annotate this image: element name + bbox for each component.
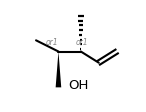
Text: OH: OH xyxy=(68,79,88,92)
Polygon shape xyxy=(56,52,61,87)
Text: or1: or1 xyxy=(76,38,88,46)
Text: or1: or1 xyxy=(46,38,59,46)
